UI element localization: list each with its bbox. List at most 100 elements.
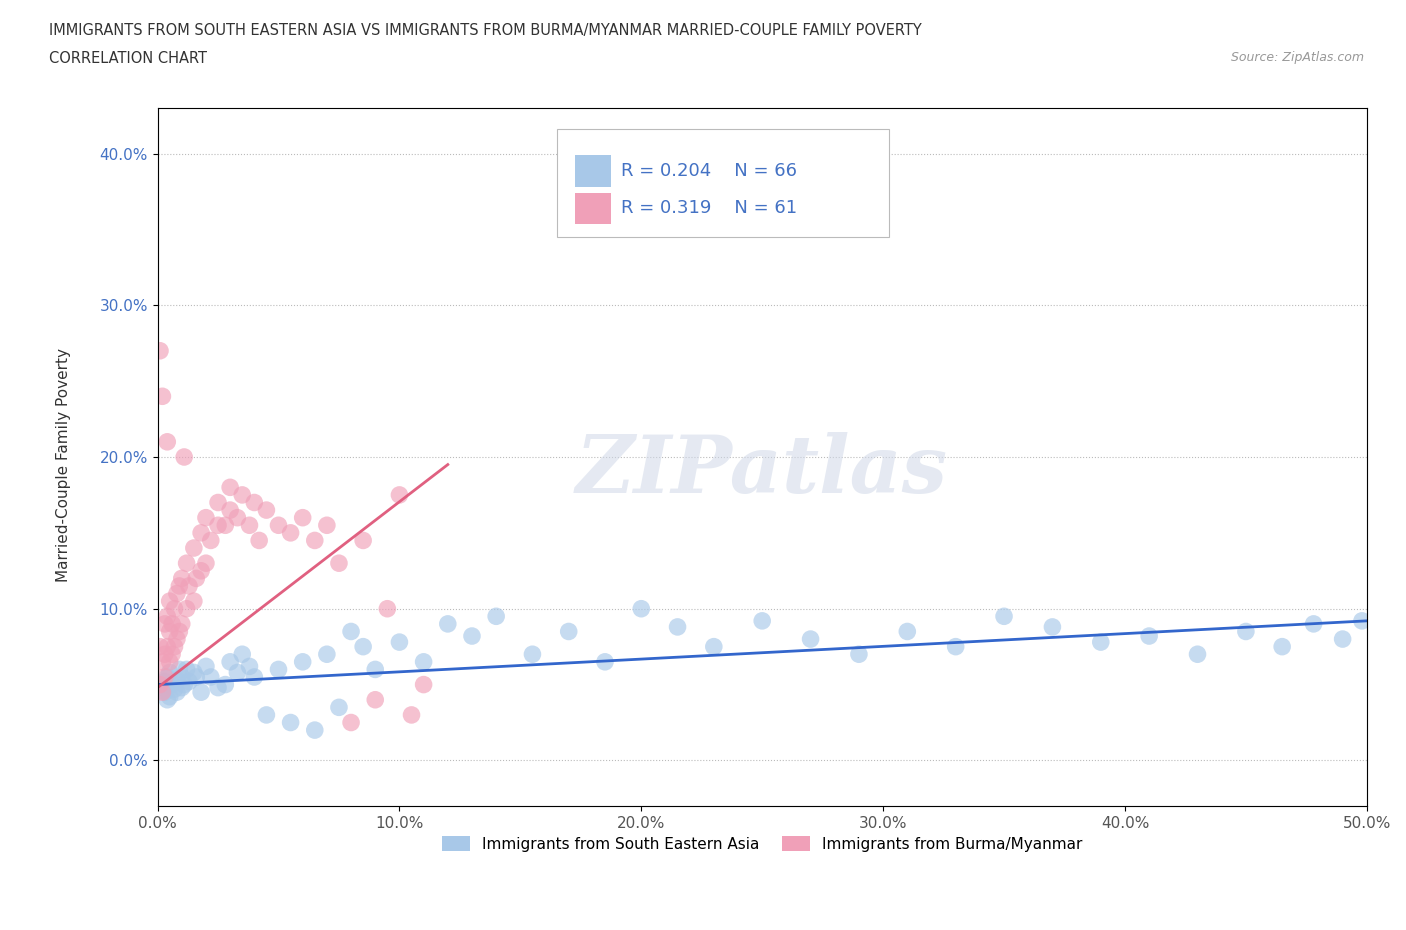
Point — [163, 639, 186, 654]
Point — [170, 670, 193, 684]
Point — [153, 674, 176, 689]
Point — [945, 639, 967, 654]
Point — [375, 602, 398, 617]
Point — [800, 631, 823, 646]
Point — [1351, 614, 1374, 629]
Point — [173, 449, 195, 464]
Point — [352, 533, 374, 548]
Point — [388, 487, 411, 502]
Point — [170, 680, 193, 695]
Point — [190, 684, 212, 699]
Point — [152, 684, 174, 699]
Point — [153, 684, 176, 699]
Point — [183, 593, 205, 608]
Point — [1271, 639, 1294, 654]
Point — [177, 674, 200, 689]
Point — [170, 571, 193, 586]
Point — [194, 511, 217, 525]
Point — [238, 659, 260, 674]
Point — [159, 593, 181, 608]
FancyBboxPatch shape — [557, 129, 889, 237]
Point — [194, 659, 217, 674]
Point — [207, 495, 229, 510]
Point — [152, 680, 174, 695]
Point — [703, 639, 725, 654]
Point — [190, 564, 212, 578]
Point — [267, 662, 290, 677]
Point — [169, 578, 191, 593]
Text: R = 0.319    N = 61: R = 0.319 N = 61 — [620, 199, 797, 218]
Point — [219, 502, 242, 517]
Point — [169, 662, 191, 677]
Point — [166, 631, 188, 646]
Point — [522, 646, 544, 661]
Text: ZIPatlas: ZIPatlas — [576, 432, 948, 510]
Point — [315, 518, 337, 533]
Point — [267, 518, 290, 533]
Point — [160, 617, 183, 631]
Point — [159, 665, 181, 680]
Point — [173, 677, 195, 692]
Point — [149, 677, 172, 692]
Point — [1234, 624, 1257, 639]
Point — [364, 692, 387, 707]
Point — [200, 670, 222, 684]
Point — [557, 624, 579, 639]
Point — [666, 619, 689, 634]
Point — [207, 680, 229, 695]
Point — [177, 578, 200, 593]
Point — [152, 389, 174, 404]
Point — [163, 602, 186, 617]
Point — [238, 518, 260, 533]
Point — [169, 624, 191, 639]
Point — [159, 655, 181, 670]
Point — [160, 646, 183, 661]
Point — [156, 609, 179, 624]
Point — [254, 502, 277, 517]
Point — [1331, 631, 1354, 646]
Point — [156, 639, 179, 654]
Point — [207, 518, 229, 533]
Point — [993, 609, 1015, 624]
Point — [160, 677, 183, 692]
Point — [291, 511, 314, 525]
Point — [436, 617, 458, 631]
Legend: Immigrants from South Eastern Asia, Immigrants from Burma/Myanmar: Immigrants from South Eastern Asia, Immi… — [436, 830, 1088, 857]
Point — [340, 715, 363, 730]
Text: CORRELATION CHART: CORRELATION CHART — [49, 51, 207, 66]
Point — [630, 602, 652, 617]
Point — [149, 677, 172, 692]
Point — [280, 715, 302, 730]
Point — [226, 665, 249, 680]
Point — [291, 655, 314, 670]
Point — [153, 617, 176, 631]
Point — [254, 708, 277, 723]
Point — [186, 571, 208, 586]
Point — [153, 646, 176, 661]
Point — [1187, 646, 1209, 661]
Point — [183, 540, 205, 555]
Point — [340, 624, 363, 639]
Point — [848, 646, 870, 661]
Point — [388, 634, 411, 649]
Point — [190, 525, 212, 540]
Point — [280, 525, 302, 540]
Point — [149, 639, 172, 654]
Point — [364, 662, 387, 677]
Point — [194, 556, 217, 571]
Point — [159, 624, 181, 639]
FancyBboxPatch shape — [575, 155, 612, 187]
Point — [214, 518, 236, 533]
Point — [401, 708, 423, 723]
FancyBboxPatch shape — [575, 193, 612, 224]
Point — [1090, 634, 1112, 649]
Point — [247, 533, 270, 548]
Point — [461, 629, 484, 644]
Point — [186, 670, 208, 684]
Point — [231, 646, 253, 661]
Point — [166, 586, 188, 601]
Point — [159, 689, 181, 704]
Point — [152, 655, 174, 670]
Point — [219, 655, 242, 670]
Point — [166, 684, 188, 699]
